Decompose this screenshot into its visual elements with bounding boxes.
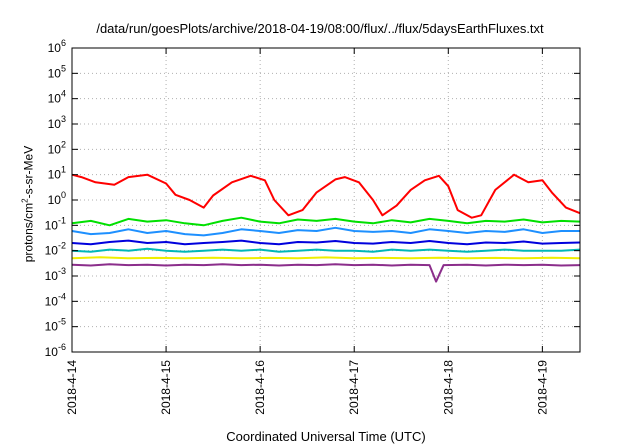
x-tick-label: 2018-4-16 bbox=[253, 360, 267, 415]
series-line-1 bbox=[71, 216, 581, 227]
y-tick-label: 105 bbox=[48, 63, 66, 80]
y-tick-label: 10-3 bbox=[45, 266, 66, 283]
y-tick-label: 10-4 bbox=[45, 291, 66, 308]
x-tick-label: 2018-4-15 bbox=[159, 360, 173, 415]
y-tick-label: 10-1 bbox=[45, 215, 66, 232]
series-line-0 bbox=[71, 173, 581, 219]
x-axis-label: Coordinated Universal Time (UTC) bbox=[226, 429, 426, 444]
x-tick-label: 2018-4-17 bbox=[347, 360, 361, 415]
y-tick-label: 10-5 bbox=[45, 317, 66, 334]
series-line-2 bbox=[71, 226, 580, 237]
y-tick-label: 101 bbox=[48, 165, 66, 182]
series-line-4 bbox=[71, 247, 581, 253]
series-line-6 bbox=[71, 263, 581, 283]
y-tick-label: 103 bbox=[48, 114, 66, 131]
x-tick-label: 2018-4-14 bbox=[65, 360, 79, 415]
chart-title: /data/run/goesPlots/archive/2018-04-19/0… bbox=[96, 21, 544, 36]
y-tick-label: 10-6 bbox=[45, 342, 66, 359]
y-tick-label: 10-2 bbox=[45, 241, 66, 258]
series-line-5 bbox=[71, 256, 581, 260]
y-tick-label: 100 bbox=[48, 190, 66, 207]
y-tick-label: 106 bbox=[48, 38, 66, 55]
y-tick-label: 104 bbox=[48, 89, 66, 106]
x-tick-label: 2018-4-18 bbox=[441, 360, 455, 415]
series-line-3 bbox=[71, 239, 581, 246]
y-tick-label: 102 bbox=[48, 139, 66, 156]
x-tick-label: 2018-4-19 bbox=[535, 360, 549, 415]
